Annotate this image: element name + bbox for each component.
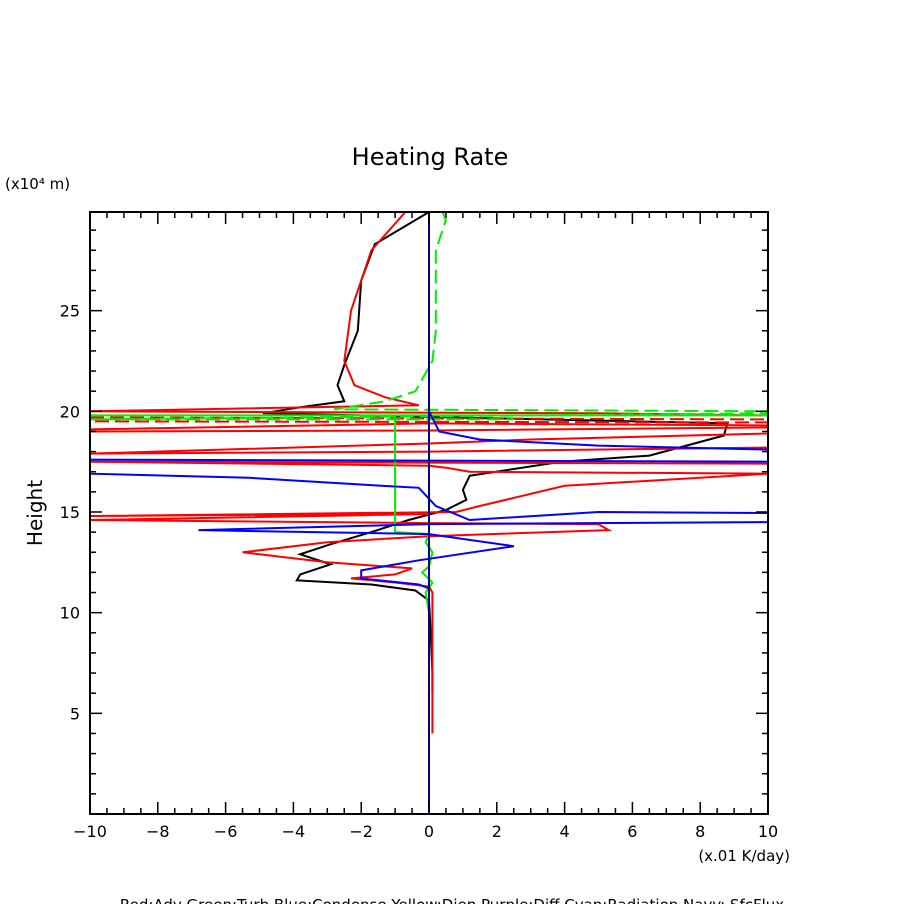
- x-tick-label: −10: [73, 822, 107, 841]
- y-axis-label: Height: [23, 480, 47, 546]
- x-tick-label: 10: [758, 822, 778, 841]
- x-tick-label: 6: [627, 822, 637, 841]
- series-layer: [89, 211, 769, 814]
- legend-text: Red:Adv Green:Turb Blue:Condense Yellow:…: [120, 896, 784, 904]
- y-tick-label: 15: [60, 503, 80, 522]
- ticks-layer: −10 −8 −6 −4 −2 0 2 4 6 8 10 5 10 15 20 25: [60, 212, 778, 841]
- x-axis-label: (x.01 K/day): [698, 847, 790, 865]
- x-tick-label: 0: [424, 822, 434, 841]
- y-tick-label: 20: [60, 402, 80, 421]
- x-tick-label: 4: [560, 822, 570, 841]
- y-tick-label: 10: [60, 604, 80, 623]
- x-tick-label: −2: [349, 822, 373, 841]
- x-tick-label: −6: [214, 822, 238, 841]
- x-tick-label: 2: [492, 822, 502, 841]
- series-line-0: [262, 211, 729, 694]
- chart-title: Heating Rate: [352, 143, 509, 171]
- x-tick-label: −4: [282, 822, 306, 841]
- x-tick-label: −8: [146, 822, 170, 841]
- y-tick-label: 5: [70, 704, 80, 723]
- plot-frame: [89, 211, 769, 815]
- x-tick-label: 8: [695, 822, 705, 841]
- y-unit-label: (x10⁴ m): [5, 175, 70, 193]
- y-tick-label: 25: [60, 302, 80, 321]
